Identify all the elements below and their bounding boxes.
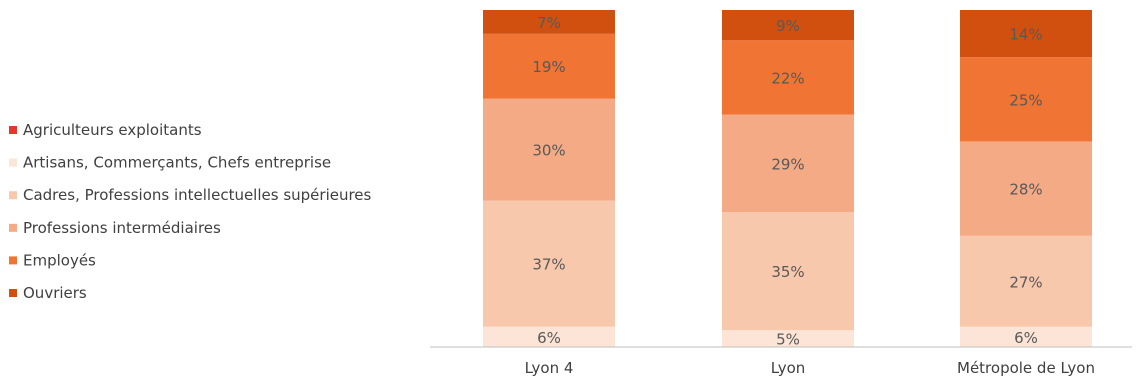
data-label: 28% xyxy=(1009,181,1042,199)
legend-label: Employés xyxy=(23,251,96,269)
legend-swatch xyxy=(9,256,17,264)
data-label: 37% xyxy=(532,256,565,274)
data-label: 7% xyxy=(537,14,561,32)
data-label: 27% xyxy=(1009,273,1042,291)
legend-label: Professions intermédiaires xyxy=(23,219,221,237)
legend-item: Artisans, Commerçants, Chefs entreprise xyxy=(9,154,331,172)
legend-label: Agriculteurs exploitants xyxy=(23,121,202,139)
bars: 6% 37% 30% 19% 7% 5% 35% 29% 22% 9% 6% 27% 28% 25% 14% xyxy=(483,10,1092,349)
category-label: Lyon 4 xyxy=(525,359,574,377)
data-label: 29% xyxy=(771,155,804,173)
data-label: 25% xyxy=(1009,91,1042,109)
legend-swatch xyxy=(9,159,17,167)
legend: Agriculteurs exploitants Artisans, Commer… xyxy=(9,121,372,302)
category-labels: Lyon 4 Lyon Métropole de Lyon xyxy=(525,359,1095,377)
data-label: 9% xyxy=(776,17,800,35)
legend-item: Agriculteurs exploitants xyxy=(9,121,202,139)
data-label: 6% xyxy=(537,329,561,347)
legend-item: Cadres, Professions intellectuelles supé… xyxy=(9,186,372,204)
legend-item: Ouvriers xyxy=(9,284,87,302)
legend-label: Cadres, Professions intellectuelles supé… xyxy=(23,186,372,204)
legend-item: Professions intermédiaires xyxy=(9,219,221,237)
category-label: Métropole de Lyon xyxy=(957,359,1095,377)
legend-label: Artisans, Commerçants, Chefs entreprise xyxy=(23,154,331,172)
legend-swatch xyxy=(9,126,17,134)
legend-swatch xyxy=(9,224,17,232)
data-label: 6% xyxy=(1014,329,1038,347)
category-label: Lyon xyxy=(771,359,806,377)
legend-label: Ouvriers xyxy=(23,284,87,302)
legend-swatch xyxy=(9,289,17,297)
data-label: 30% xyxy=(532,142,565,160)
data-label: 14% xyxy=(1009,26,1042,44)
legend-item: Employés xyxy=(9,251,96,269)
data-label: 19% xyxy=(532,58,565,76)
legend-swatch xyxy=(9,191,17,199)
data-label: 22% xyxy=(771,69,804,87)
data-label: 35% xyxy=(771,263,804,281)
data-label: 5% xyxy=(776,331,800,349)
